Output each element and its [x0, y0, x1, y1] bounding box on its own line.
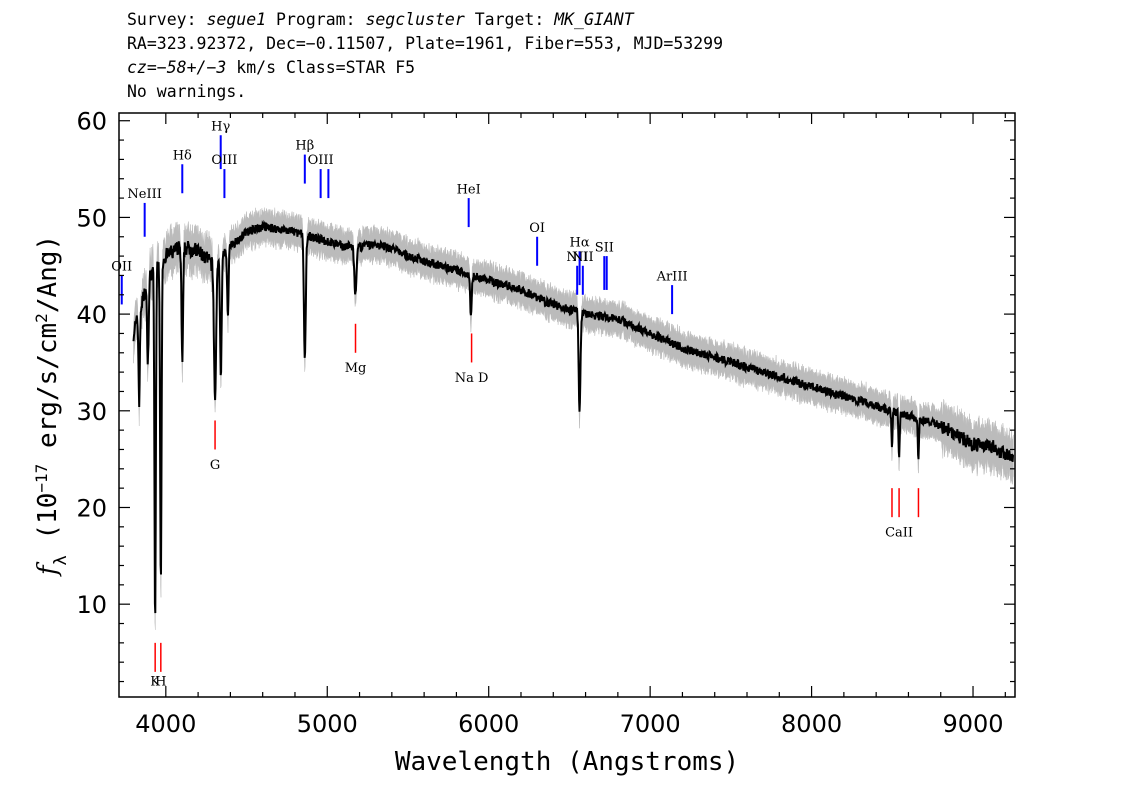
y-axis-title-part-4: erg/s/cm	[33, 323, 63, 464]
marker-label-11: Hα	[570, 235, 590, 250]
y-tick-label-30: 30	[76, 398, 107, 426]
header-line-redshift: cz=−58+/−3 km/s Class=STAR F5	[127, 56, 723, 80]
y-axis-title-part-2: (10	[33, 493, 63, 556]
x-tick-label-4000: 4000	[135, 710, 196, 738]
marker-label-5: Hβ	[295, 139, 314, 154]
marker-label-4: OIII	[211, 153, 237, 168]
flux-series	[132, 219, 1015, 614]
x-tick-label-5000: 5000	[297, 710, 358, 738]
marker-label-0: OII	[111, 260, 132, 275]
marker-label-18: G	[210, 458, 220, 473]
x-axis-title: Wavelength (Angstroms)	[395, 747, 739, 777]
marker-label-15: ArIII	[656, 269, 688, 284]
spectrum-header: Survey: segue1 Program: segcluster Targe…	[127, 8, 723, 104]
flux-line	[132, 219, 1015, 614]
axis-ticks	[119, 113, 1015, 697]
velocity-value: =−58+/−3	[146, 58, 227, 77]
y-tick-label-40: 40	[76, 301, 107, 329]
survey-label: Survey:	[127, 10, 207, 29]
y-axis-title-part-1: λ	[51, 555, 71, 565]
marker-label-1: NeIII	[127, 187, 161, 202]
y-axis-title-part-6: /Ang)	[33, 235, 63, 313]
header-line-survey: Survey: segue1 Program: segcluster Targe…	[127, 8, 723, 32]
y-axis-title: fλ (10−17 erg/s/cm2/Ang)	[32, 235, 72, 577]
marker-label-22: CaII	[885, 525, 913, 540]
program-label: Program:	[266, 10, 366, 29]
y-axis-title-part-3: −17	[32, 464, 51, 493]
target-value: MK_GIANT	[554, 10, 634, 29]
plot-frame	[118, 112, 1016, 698]
cz-label: cz	[127, 58, 147, 77]
noise-band-area	[133, 207, 1014, 630]
target-label: Target:	[464, 10, 555, 29]
marker-label-16: K	[150, 674, 160, 689]
class-text: km/s Class=STAR F5	[226, 58, 416, 77]
marker-label-13: SII	[595, 240, 614, 255]
x-tick-label-6000: 6000	[458, 710, 519, 738]
marker-label-19: Mg	[345, 361, 367, 376]
line-markers: OIINeIIIHδHγOIIIHβOIIIHeIOINIIHαNIISIIAr…	[111, 119, 920, 689]
x-tick-label-7000: 7000	[620, 710, 681, 738]
y-tick-label-10: 10	[76, 591, 107, 619]
header-line-coordinates: RA=323.92372, Dec=−0.11507, Plate=1961, …	[127, 34, 724, 53]
marker-label-8: HeI	[457, 182, 481, 197]
marker-label-17: H	[155, 674, 166, 689]
x-tick-label-8000: 8000	[781, 710, 842, 738]
tick-labels: 4000 5000 6000 7000 8000 9000 10 20 30 40 50 60	[76, 108, 1003, 738]
y-tick-label-20: 20	[76, 494, 107, 522]
marker-label-3: Hγ	[211, 119, 230, 134]
survey-value: segue1	[206, 10, 267, 29]
x-tick-label-9000: 9000	[942, 710, 1003, 738]
program-value: segcluster	[365, 10, 465, 29]
y-tick-label-60: 60	[76, 108, 107, 136]
marker-label-2: Hδ	[173, 148, 192, 163]
y-tick-label-50: 50	[76, 204, 107, 232]
marker-label-10: NII	[566, 250, 588, 265]
marker-label-9: OI	[529, 221, 545, 236]
y-axis-title-part-5: 2	[32, 313, 51, 323]
marker-label-20: Na D	[455, 371, 489, 386]
noise-band	[133, 207, 1014, 630]
marker-label-6: OIII	[308, 153, 334, 168]
header-line-warnings: No warnings.	[127, 82, 247, 101]
marker-label-12: NII	[572, 250, 594, 265]
